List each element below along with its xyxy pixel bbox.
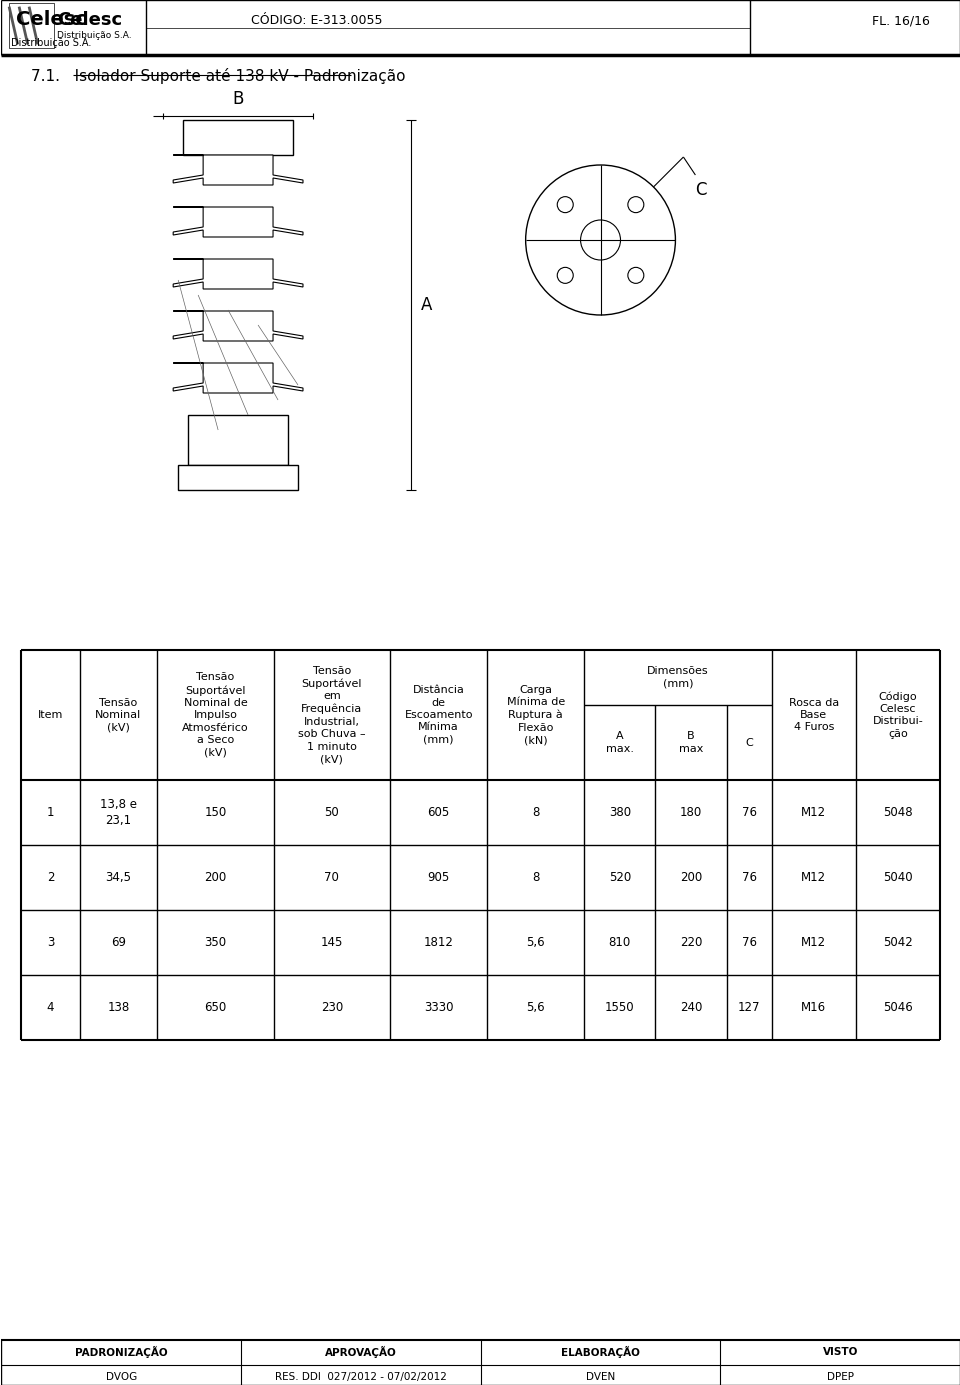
FancyBboxPatch shape [183, 120, 293, 155]
Text: Carga
Mínima de
Ruptura à
Flexão
(kN): Carga Mínima de Ruptura à Flexão (kN) [507, 684, 564, 745]
Text: 3330: 3330 [424, 1001, 453, 1014]
Text: C: C [695, 181, 707, 199]
Text: M12: M12 [802, 806, 827, 819]
Text: 50: 50 [324, 806, 339, 819]
Text: RES. DDI  027/2012 - 07/02/2012: RES. DDI 027/2012 - 07/02/2012 [275, 1373, 446, 1382]
Text: 1550: 1550 [605, 1001, 635, 1014]
Text: Tensão
Suportável
Nominal de
Impulso
Atmosférico
a Seco
(kV): Tensão Suportável Nominal de Impulso Atm… [182, 673, 249, 758]
Text: 5,6: 5,6 [526, 936, 545, 949]
Text: 5,6: 5,6 [526, 1001, 545, 1014]
Text: Item: Item [37, 711, 63, 720]
Text: Tensão
Suportável
em
Frequência
Industrial,
sob Chuva –
1 minuto
(kV): Tensão Suportável em Frequência Industri… [299, 666, 366, 765]
Text: 150: 150 [204, 806, 227, 819]
Text: 34,5: 34,5 [106, 871, 132, 884]
Text: 3: 3 [47, 936, 54, 949]
Text: 8: 8 [532, 871, 540, 884]
Text: PADRONIZAÇÃO: PADRONIZAÇÃO [75, 1346, 168, 1359]
Text: 7.1.   Isolador Suporte até 138 kV - Padronização: 7.1. Isolador Suporte até 138 kV - Padro… [32, 68, 406, 84]
Text: 1812: 1812 [423, 936, 454, 949]
Text: Rosca da
Base
4 Furos: Rosca da Base 4 Furos [789, 698, 839, 733]
Text: ELABORAÇÃO: ELABORAÇÃO [561, 1346, 640, 1359]
Text: 180: 180 [680, 806, 702, 819]
Text: A: A [420, 296, 432, 314]
Text: 76: 76 [742, 936, 756, 949]
Text: Distribuição S.A.: Distribuição S.A. [12, 37, 91, 48]
Text: A
max.: A max. [606, 731, 634, 753]
Text: Celesc: Celesc [58, 11, 123, 29]
Text: 76: 76 [742, 806, 756, 819]
Text: B: B [232, 90, 244, 108]
Text: 76: 76 [742, 871, 756, 884]
Text: 5040: 5040 [883, 871, 913, 884]
Text: FL. 16/16: FL. 16/16 [873, 14, 930, 26]
Text: 1: 1 [47, 806, 55, 819]
Polygon shape [173, 259, 303, 289]
Text: Código
Celesc
Distribui-
ção: Código Celesc Distribui- ção [873, 691, 924, 738]
Text: APROVAÇÃO: APROVAÇÃO [325, 1346, 396, 1359]
Text: 138: 138 [108, 1001, 130, 1014]
Polygon shape [173, 363, 303, 393]
Text: 8: 8 [532, 806, 540, 819]
Text: 5048: 5048 [883, 806, 913, 819]
Text: Dimensões
(mm): Dimensões (mm) [647, 666, 708, 688]
Text: 127: 127 [738, 1001, 760, 1014]
Text: Distribuição S.A.: Distribuição S.A. [58, 30, 132, 40]
Text: DVOG: DVOG [106, 1373, 137, 1382]
Text: CÓDIGO: E-313.0055: CÓDIGO: E-313.0055 [252, 14, 383, 26]
Text: Distância
de
Escoamento
Mínima
(mm): Distância de Escoamento Mínima (mm) [404, 686, 473, 745]
Text: DPEP: DPEP [827, 1373, 853, 1382]
Text: 2: 2 [47, 871, 55, 884]
Text: 650: 650 [204, 1001, 227, 1014]
Text: M16: M16 [802, 1001, 827, 1014]
Text: 520: 520 [609, 871, 631, 884]
Bar [188, 416, 288, 465]
Text: 200: 200 [680, 871, 702, 884]
Text: M12: M12 [802, 871, 827, 884]
Text: 810: 810 [609, 936, 631, 949]
Polygon shape [173, 206, 303, 237]
Text: M12: M12 [802, 936, 827, 949]
Text: C: C [745, 737, 753, 748]
Text: 200: 200 [204, 871, 227, 884]
Bar [179, 465, 298, 490]
Text: 230: 230 [321, 1001, 343, 1014]
Text: 240: 240 [680, 1001, 702, 1014]
Text: 69: 69 [111, 936, 126, 949]
Text: 220: 220 [680, 936, 702, 949]
Text: DVEN: DVEN [586, 1373, 615, 1382]
Text: 5046: 5046 [883, 1001, 913, 1014]
Text: 70: 70 [324, 871, 340, 884]
Polygon shape [173, 155, 303, 186]
Text: 4: 4 [47, 1001, 55, 1014]
Text: Tensão
Nominal
(kV): Tensão Nominal (kV) [95, 698, 141, 733]
Text: VISTO: VISTO [823, 1348, 858, 1357]
Text: Celesc: Celesc [16, 10, 86, 29]
Text: 145: 145 [321, 936, 343, 949]
Text: 380: 380 [609, 806, 631, 819]
Text: 905: 905 [427, 871, 450, 884]
Text: 5042: 5042 [883, 936, 913, 949]
Polygon shape [173, 312, 303, 341]
Bar [10, 3, 55, 48]
Text: 605: 605 [427, 806, 450, 819]
Text: B
max: B max [679, 731, 703, 753]
Text: 13,8 e
23,1: 13,8 e 23,1 [100, 798, 137, 827]
Text: 350: 350 [204, 936, 227, 949]
